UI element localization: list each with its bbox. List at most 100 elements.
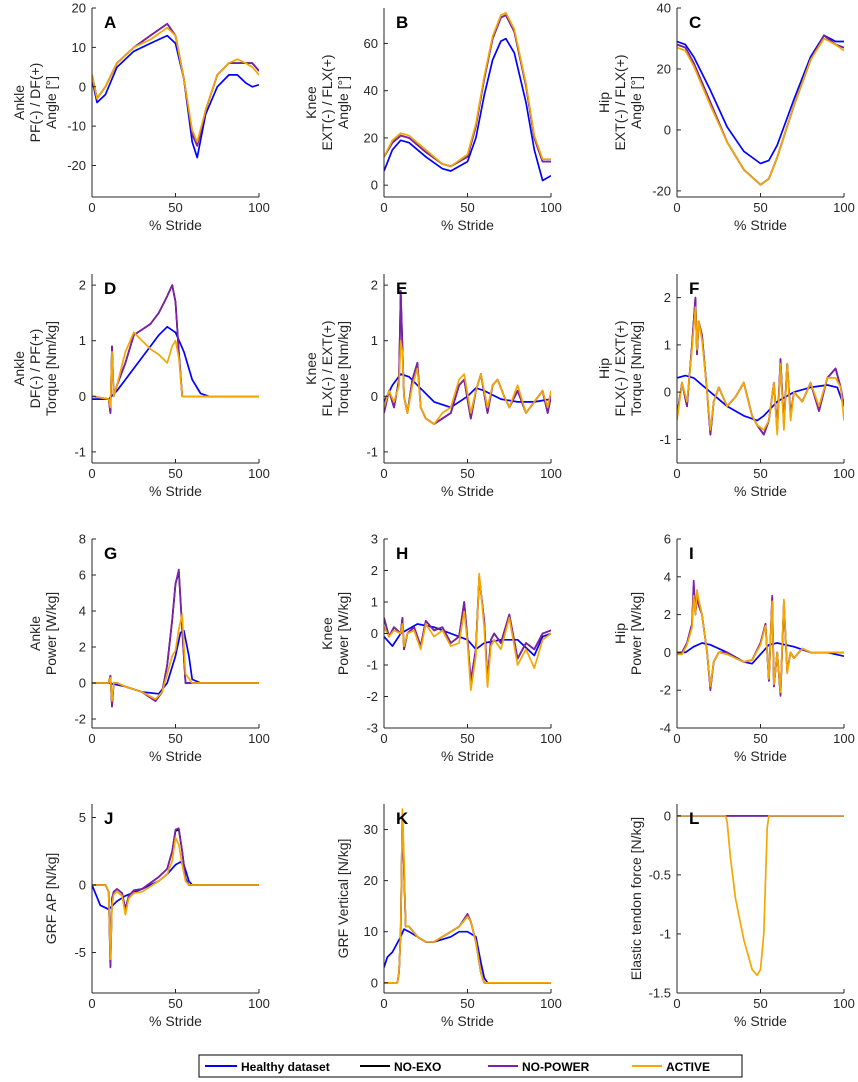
x-axis-label-l: % Stride bbox=[734, 1013, 787, 1029]
series-active-c bbox=[677, 37, 844, 186]
x-tick-label-j: 50 bbox=[168, 996, 182, 1011]
series-group-e bbox=[384, 289, 551, 425]
x-axis-label-c: % Stride bbox=[734, 217, 787, 233]
panel-label-e: E bbox=[396, 279, 407, 298]
series-group-i bbox=[677, 579, 844, 697]
series-healthy-dataset-g bbox=[92, 629, 259, 695]
y-tick-label-a: 20 bbox=[72, 1, 86, 16]
panel-j: 0 50 100 -5 0 5 % Stride GRF AP [N/kg] J bbox=[43, 804, 270, 1029]
legend: Healthy dataset NO-EXO NO-POWER ACTIVE bbox=[198, 1054, 743, 1078]
y-axis-label-i-0: Hip bbox=[612, 623, 628, 644]
series-group-c bbox=[677, 34, 844, 186]
y-axis-label-c-2: Angle [°] bbox=[628, 76, 644, 129]
series-group-a bbox=[92, 22, 259, 159]
x-tick-label-c: 100 bbox=[833, 200, 855, 215]
x-tick-label-g: 50 bbox=[168, 731, 182, 746]
series-active-k bbox=[384, 808, 551, 984]
y-tick-label-a: 0 bbox=[79, 79, 86, 94]
legend-label-no-power: NO-POWER bbox=[522, 1060, 590, 1074]
y-tick-label-c: -20 bbox=[652, 183, 671, 198]
x-tick-label-l: 100 bbox=[833, 996, 855, 1011]
x-axis-label-a: % Stride bbox=[149, 217, 202, 233]
series-active-a bbox=[92, 26, 259, 143]
panel-label-i: I bbox=[689, 544, 694, 563]
y-tick-label-e: 1 bbox=[371, 333, 378, 348]
series-active-h bbox=[384, 572, 551, 692]
series-active-g bbox=[92, 613, 259, 702]
series-no-power-f bbox=[677, 296, 844, 436]
x-tick-label-i: 50 bbox=[753, 731, 767, 746]
panel-h: 0 50 100 -3 -2 -1 0 1 2 3 % Stride Knee Power [W/kg]… bbox=[319, 532, 562, 765]
y-tick-label-b: 40 bbox=[364, 83, 378, 98]
y-axis-label-h-1: Power [W/kg] bbox=[335, 592, 351, 675]
x-axis-label-d: % Stride bbox=[149, 483, 202, 499]
y-tick-label-h: 3 bbox=[371, 532, 378, 547]
x-tick-label-k: 50 bbox=[460, 996, 474, 1011]
panel-l: 0 50 100 -1.5 -1 -0.5 0 % Stride Elastic tendon … bbox=[628, 804, 855, 1029]
x-tick-label-a: 0 bbox=[88, 200, 95, 215]
series-active-b bbox=[384, 11, 551, 168]
y-tick-label-d: -1 bbox=[74, 444, 86, 459]
x-axis-label-b: % Stride bbox=[441, 217, 494, 233]
x-tick-label-l: 50 bbox=[753, 996, 767, 1011]
y-tick-label-h: -1 bbox=[366, 658, 378, 673]
y-tick-label-d: 0 bbox=[79, 389, 86, 404]
series-no-power-k bbox=[384, 813, 551, 984]
series-group-d bbox=[92, 284, 259, 414]
x-tick-label-b: 0 bbox=[380, 200, 387, 215]
x-axis-label-h: % Stride bbox=[441, 748, 494, 764]
y-axis-label-g-1: Power [W/kg] bbox=[43, 592, 59, 675]
y-tick-label-e: 2 bbox=[371, 278, 378, 293]
panel-label-j: J bbox=[104, 809, 113, 828]
y-tick-label-i: -4 bbox=[659, 721, 671, 736]
y-tick-label-g: 4 bbox=[79, 604, 86, 619]
panel-f: 0 50 100 -1 0 1 2 % Stride Hip FLX(-) / EXT(+) Tor… bbox=[596, 274, 855, 499]
series-healthy-dataset-a bbox=[92, 34, 259, 159]
y-axis-label-b-1: EXT(-) / FLX(+) bbox=[319, 54, 335, 150]
y-axis-label-f-1: FLX(-) / EXT(+) bbox=[612, 320, 628, 416]
y-axis-label-f-0: Hip bbox=[596, 358, 612, 379]
y-axis-label-i-1: Power [W/kg] bbox=[628, 592, 644, 675]
panel-label-b: B bbox=[396, 13, 408, 32]
series-group-h bbox=[384, 572, 551, 692]
series-active-d bbox=[92, 331, 259, 409]
series-group-b bbox=[384, 11, 551, 182]
panel-label-d: D bbox=[104, 279, 116, 298]
x-tick-label-e: 0 bbox=[380, 466, 387, 481]
y-axis-label-c-0: Hip bbox=[596, 92, 612, 113]
y-tick-label-j: 5 bbox=[79, 810, 86, 825]
y-tick-label-i: 6 bbox=[664, 532, 671, 547]
x-tick-label-g: 100 bbox=[248, 731, 270, 746]
series-group-l bbox=[677, 814, 844, 977]
x-axis-label-g: % Stride bbox=[149, 748, 202, 764]
x-axis-label-e: % Stride bbox=[441, 483, 494, 499]
series-no-power-d bbox=[92, 284, 259, 414]
y-axis-label-e-2: Torque [Nm/kg] bbox=[335, 321, 351, 416]
y-axis-label-a-1: PF(-) / DF(+) bbox=[27, 63, 43, 143]
y-tick-label-i: 4 bbox=[664, 569, 671, 584]
y-tick-label-g: 8 bbox=[79, 532, 86, 547]
x-tick-label-d: 100 bbox=[248, 466, 270, 481]
panel-label-g: G bbox=[104, 544, 117, 563]
series-no-power-a bbox=[92, 22, 259, 147]
x-tick-label-a: 100 bbox=[248, 200, 270, 215]
series-group-k bbox=[384, 808, 551, 984]
y-tick-label-k: 10 bbox=[364, 924, 378, 939]
x-tick-label-i: 0 bbox=[673, 731, 680, 746]
y-axis-label-a-2: Angle [°] bbox=[43, 76, 59, 129]
series-active-i bbox=[677, 589, 844, 693]
y-tick-label-d: 2 bbox=[79, 278, 86, 293]
y-axis-label-h-0: Knee bbox=[319, 617, 335, 650]
x-tick-label-j: 0 bbox=[88, 996, 95, 1011]
y-axis-label-k-0: GRF Vertical [N/kg] bbox=[335, 839, 351, 959]
y-tick-label-f: -1 bbox=[659, 432, 671, 447]
y-tick-label-k: 0 bbox=[371, 975, 378, 990]
y-tick-label-c: 40 bbox=[657, 1, 671, 16]
panel-label-k: K bbox=[396, 809, 409, 828]
x-tick-label-e: 50 bbox=[460, 466, 474, 481]
x-tick-label-l: 0 bbox=[673, 996, 680, 1011]
y-tick-label-h: 1 bbox=[371, 595, 378, 610]
x-axis-label-f: % Stride bbox=[734, 483, 787, 499]
